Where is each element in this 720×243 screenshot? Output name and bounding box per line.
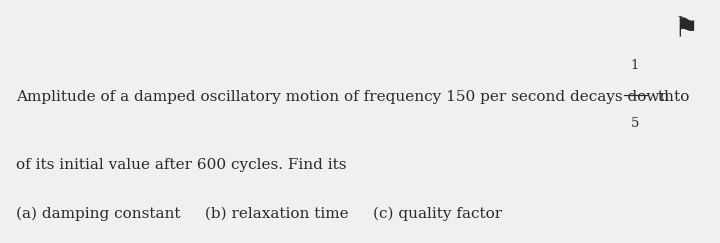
Text: 5: 5	[631, 117, 639, 130]
Text: ⚑: ⚑	[673, 15, 698, 43]
Text: Amplitude of a damped oscillatory motion of frequency 150 per second decays down: Amplitude of a damped oscillatory motion…	[16, 90, 689, 104]
Text: (a) damping constant     (b) relaxation time     (c) quality factor: (a) damping constant (b) relaxation time…	[16, 207, 502, 221]
Text: th: th	[653, 90, 674, 104]
Text: of its initial value after 600 cycles. Find its: of its initial value after 600 cycles. F…	[16, 158, 346, 172]
Text: 1: 1	[631, 59, 639, 72]
